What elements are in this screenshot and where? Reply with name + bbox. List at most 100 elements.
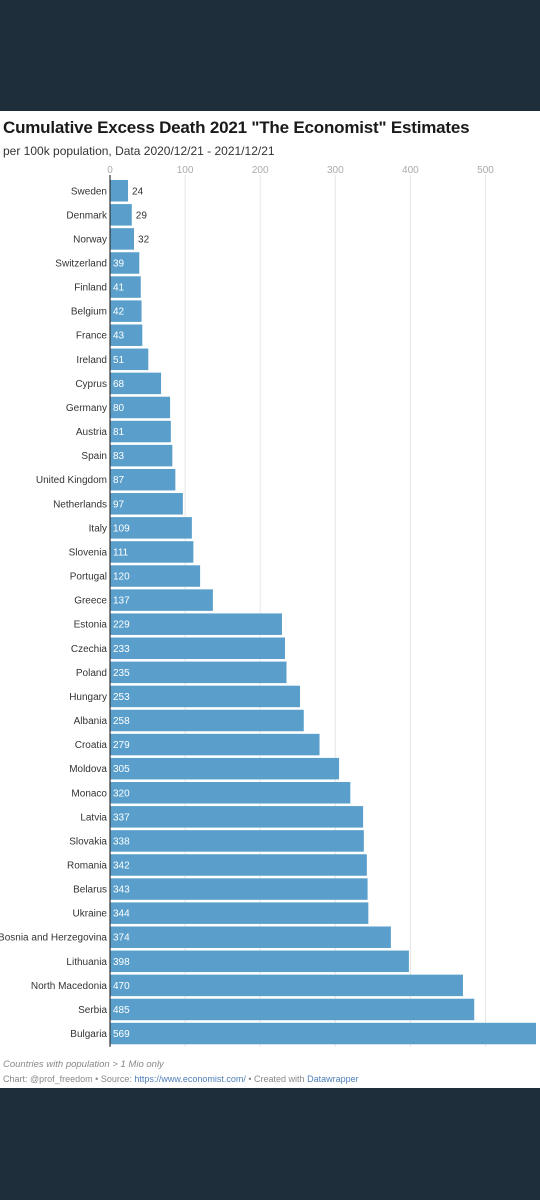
category-label: North Macedonia xyxy=(31,981,108,992)
value-label: 279 xyxy=(113,740,130,751)
category-label: Cyprus xyxy=(75,379,107,390)
category-label: Sweden xyxy=(71,186,107,197)
value-label: 41 xyxy=(113,283,125,294)
bar xyxy=(110,637,285,660)
value-label: 235 xyxy=(113,668,130,679)
bar xyxy=(110,420,171,443)
category-label: Slovakia xyxy=(69,836,107,847)
bar xyxy=(110,950,409,973)
category-label: Latvia xyxy=(80,812,107,823)
value-label: 80 xyxy=(113,403,125,414)
bar xyxy=(110,782,351,804)
bar xyxy=(110,830,364,852)
category-label: Netherlands xyxy=(53,499,107,510)
value-label: 32 xyxy=(138,234,150,245)
bar xyxy=(110,1022,536,1045)
value-label: 83 xyxy=(113,451,125,462)
category-label: Bulgaria xyxy=(70,1029,107,1040)
bar xyxy=(110,733,320,756)
value-label: 137 xyxy=(113,596,130,607)
category-label: Poland xyxy=(76,668,107,679)
x-tick-label: 400 xyxy=(402,165,419,176)
bar xyxy=(110,926,391,948)
value-label: 68 xyxy=(113,379,125,390)
value-label: 24 xyxy=(132,186,144,197)
value-label: 337 xyxy=(113,812,130,823)
bar xyxy=(110,180,129,202)
category-label: Spain xyxy=(81,451,107,462)
category-label: Hungary xyxy=(69,692,107,703)
bar xyxy=(110,757,340,780)
bar xyxy=(110,324,143,346)
bar xyxy=(110,396,171,419)
value-label: 87 xyxy=(113,475,125,486)
value-label: 398 xyxy=(113,957,130,968)
value-label: 233 xyxy=(113,644,130,655)
category-label: Moldova xyxy=(69,764,107,775)
footnote: Countries with population > 1 Mio only xyxy=(3,1059,164,1070)
value-label: 42 xyxy=(113,307,125,318)
value-label: 485 xyxy=(113,1005,130,1016)
bar xyxy=(110,444,173,467)
bar xyxy=(110,565,201,587)
category-label: Ukraine xyxy=(73,909,108,920)
credit-middle: • Created with xyxy=(245,1074,308,1084)
category-label: Lithuania xyxy=(66,957,107,968)
bar xyxy=(110,204,132,226)
category-label: Norway xyxy=(73,234,107,245)
category-label: Switzerland xyxy=(55,258,107,269)
chart-title: Cumulative Excess Death 2021 "The Econom… xyxy=(3,118,470,137)
value-label: 374 xyxy=(113,933,130,944)
bar xyxy=(110,468,176,491)
category-label: Slovenia xyxy=(69,547,108,558)
category-label: Greece xyxy=(74,596,107,607)
category-label: Portugal xyxy=(70,572,107,583)
value-label: 109 xyxy=(113,523,130,534)
bar xyxy=(110,974,463,997)
value-label: 258 xyxy=(113,716,130,727)
value-label: 229 xyxy=(113,620,130,631)
value-label: 342 xyxy=(113,860,130,871)
bar xyxy=(110,998,475,1021)
value-label: 470 xyxy=(113,981,130,992)
value-label: 120 xyxy=(113,572,130,583)
category-label: Monaco xyxy=(71,788,107,799)
category-label: Germany xyxy=(66,403,107,414)
category-label: Estonia xyxy=(74,620,108,631)
category-label: Serbia xyxy=(78,1005,107,1016)
value-label: 569 xyxy=(113,1029,130,1040)
x-tick-label: 100 xyxy=(177,165,194,176)
value-label: 97 xyxy=(113,499,125,510)
category-label: Italy xyxy=(89,523,107,534)
category-label: Belgium xyxy=(71,307,107,318)
category-label: Croatia xyxy=(75,740,108,751)
bar xyxy=(110,228,135,250)
value-label: 344 xyxy=(113,909,130,920)
bar xyxy=(110,517,192,539)
chart-subtitle: per 100k population, Data 2020/12/21 - 2… xyxy=(3,144,275,158)
bar xyxy=(110,806,364,828)
datawrapper-link[interactable]: Datawrapper xyxy=(307,1074,359,1084)
category-label: France xyxy=(76,331,108,342)
value-label: 253 xyxy=(113,692,130,703)
bar xyxy=(110,709,304,732)
value-label: 320 xyxy=(113,788,130,799)
value-label: 51 xyxy=(113,355,125,366)
value-label: 39 xyxy=(113,258,125,269)
bar xyxy=(110,252,140,274)
bar xyxy=(110,372,162,395)
category-label: Finland xyxy=(74,283,107,294)
category-label: Albania xyxy=(74,716,108,727)
bar xyxy=(110,902,369,924)
category-label: Ireland xyxy=(76,355,107,366)
value-label: 29 xyxy=(136,210,148,221)
bar xyxy=(110,541,194,563)
bar xyxy=(110,276,141,298)
bar xyxy=(110,878,368,900)
bar xyxy=(110,613,282,635)
bar xyxy=(110,661,287,684)
category-label: Belarus xyxy=(73,885,107,896)
bar xyxy=(110,300,142,322)
category-label: Bosnia and Herzegovina xyxy=(0,933,107,944)
source-link[interactable]: https://www.economist.com/ xyxy=(134,1074,246,1084)
